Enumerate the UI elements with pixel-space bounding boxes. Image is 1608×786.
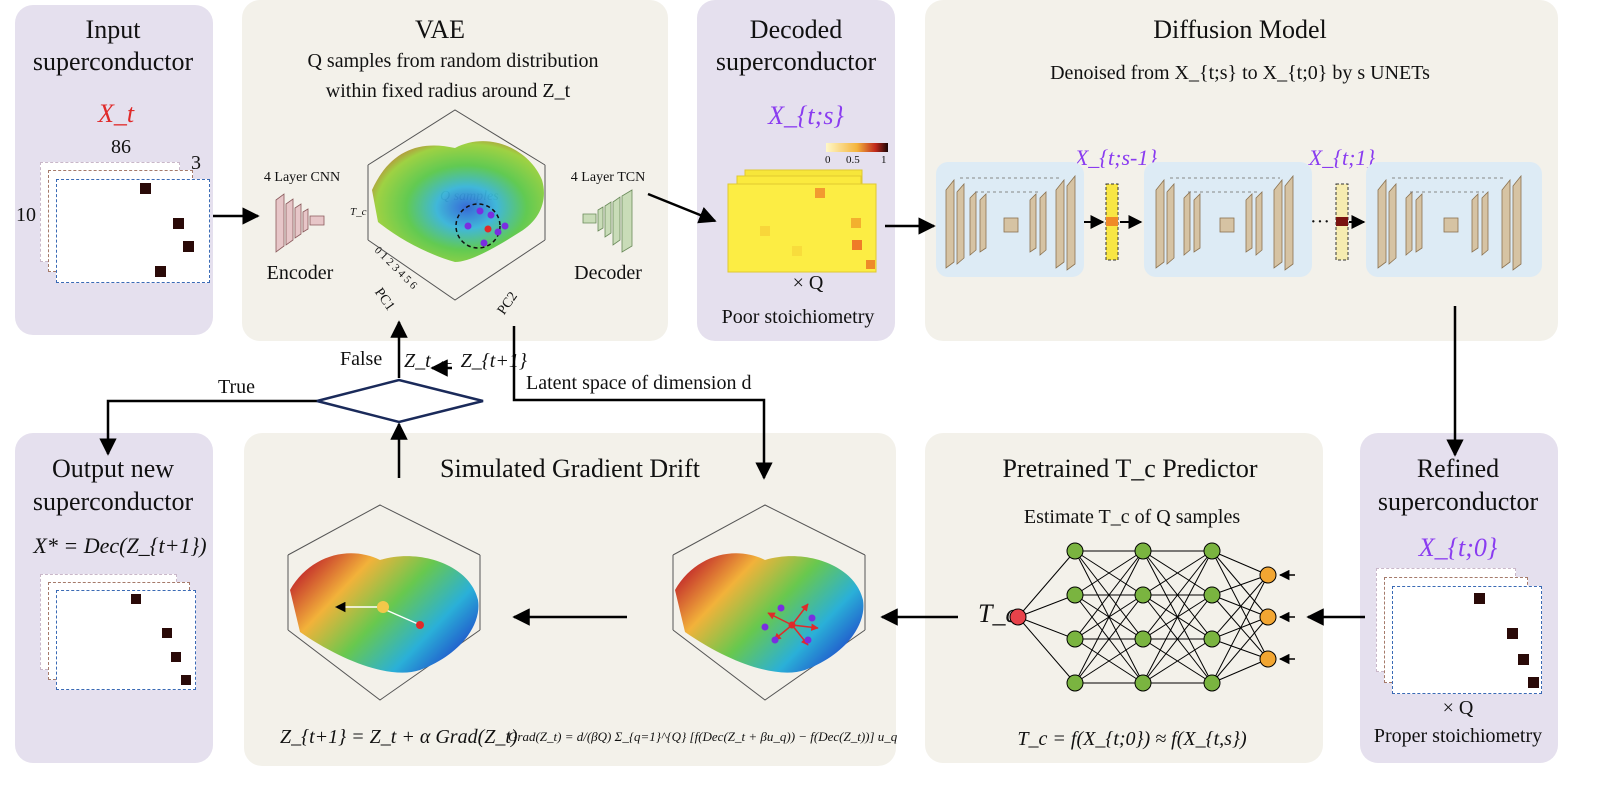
encoder-icon — [275, 193, 325, 253]
decoder-label: Decoder — [574, 262, 642, 284]
network-edge — [1017, 616, 1076, 640]
input-element — [173, 218, 184, 229]
diffusion-ellipsis: ··· — [1310, 211, 1330, 233]
network-edge — [1211, 594, 1269, 618]
predictor-subtitle: Estimate T_c of Q samples — [1023, 506, 1241, 528]
input-element — [183, 241, 194, 252]
false-label: False — [340, 348, 383, 370]
decoded-heatmap — [727, 143, 888, 273]
diffusion-step1-label: X_{t;s-1} — [1074, 145, 1158, 170]
input-element — [155, 266, 166, 277]
diffusion-step2-label: X_{t;1} — [1308, 145, 1376, 170]
output-title-1: Output new — [51, 454, 175, 483]
network-edge — [1074, 550, 1144, 684]
decoded-matrix-label: X_{t;s} — [768, 101, 844, 130]
output-element — [131, 594, 141, 604]
network-edge — [1142, 638, 1213, 684]
converged-diamond — [316, 378, 484, 424]
decoded-multiplier: × Q — [792, 272, 824, 294]
network-edge — [1142, 594, 1213, 684]
drift-grad-formula: Grad(Z_t) = d/(βQ) Σ_{q=1}^{Q} [f(Dec(Z_… — [508, 729, 898, 744]
network-edge — [1074, 638, 1144, 684]
decoded-caption: Poor stoichiometry — [721, 306, 875, 328]
predictor-title: Pretrained T_c Predictor — [1002, 454, 1258, 483]
network-edge — [1211, 574, 1269, 596]
predictor-formula: T_c = f(X_{t;0}) ≈ f(X_{t,s}) — [1017, 728, 1247, 750]
drift-landscape-right — [672, 504, 866, 701]
vae-subtitle-2: within fixed radius around Z_t — [325, 80, 571, 102]
output-matrix-front — [56, 590, 196, 690]
decoded-title-1: Decoded — [749, 15, 843, 44]
predictor-panel — [925, 433, 1323, 763]
encoder-top-label: 4 Layer CNN — [263, 170, 341, 185]
flow-arrows — [99, 192, 1464, 626]
diffusion-subtitle: Denoised from X_{t;s} to X_{t;0} by s UN… — [1050, 62, 1430, 84]
network-edge — [1142, 550, 1213, 640]
network-edge — [1017, 594, 1076, 618]
unet-blocks — [936, 162, 1542, 277]
network-edge — [1211, 574, 1269, 684]
input-dim-cols: 86 — [111, 136, 131, 158]
vae-landscape — [367, 109, 546, 301]
network-edge — [1211, 658, 1269, 684]
network-edge — [1017, 616, 1076, 684]
colorbar-tick-1: 1 — [881, 154, 887, 166]
network-edge — [1211, 638, 1269, 660]
network-edge — [1142, 550, 1213, 596]
latent-space-label: Latent space of dimension d — [526, 372, 752, 394]
diffusion-title: Diffusion Model — [1153, 15, 1327, 44]
network-edge — [1211, 594, 1269, 660]
colorbar-tick-mid: 0.5 — [846, 154, 860, 166]
network-edge — [1074, 550, 1144, 640]
drift-landscape-left — [287, 504, 481, 701]
refined-caption: Proper stoichiometry — [1373, 725, 1543, 747]
refined-multiplier: × Q — [1442, 697, 1474, 719]
input-dim-depth: 3 — [191, 152, 201, 174]
refined-title-2: superconductor — [1377, 487, 1539, 516]
colorbar-tick-0: 0 — [825, 154, 831, 166]
input-matrix-label: X_t — [97, 99, 135, 128]
decoder-icon — [582, 189, 633, 253]
network-edge — [1211, 550, 1269, 660]
output-element — [181, 675, 191, 685]
output-element — [171, 652, 181, 662]
vae-axis-tc: T_c — [350, 206, 367, 218]
network-edge — [1017, 550, 1076, 618]
refined-element — [1474, 593, 1485, 604]
vae-subtitle-1: Q samples from random distribution — [307, 50, 599, 72]
network-edge — [1074, 594, 1144, 684]
input-element — [140, 183, 151, 194]
network-edge — [1211, 550, 1269, 576]
input-dim-rows: 10 — [16, 204, 36, 226]
network-edge — [1074, 550, 1144, 596]
drift-title: Simulated Gradient Drift — [440, 454, 700, 483]
input-matrix-front — [56, 179, 210, 283]
encoder-label: Encoder — [266, 262, 334, 284]
network-edge — [1211, 616, 1269, 684]
refined-title-1: Refined — [1416, 454, 1500, 483]
decoder-top-label: 4 Layer TCN — [570, 170, 646, 185]
network-edge — [1211, 574, 1269, 640]
output-element — [162, 628, 172, 638]
refined-element — [1507, 628, 1518, 639]
input-title-1: Input — [85, 15, 141, 44]
network-edge — [1142, 550, 1213, 684]
refined-matrix-label: X_{t;0} — [1418, 533, 1498, 562]
network-edge — [1211, 550, 1269, 618]
refined-matrix-front — [1392, 586, 1542, 694]
output-title-2: superconductor — [32, 487, 194, 516]
input-title-2: superconductor — [32, 47, 194, 76]
output-formula: X* = Dec(Z_{t+1}) — [33, 533, 207, 558]
true-label: True — [218, 376, 256, 398]
refined-element — [1528, 677, 1539, 688]
drift-update-formula: Z_{t+1} = Z_t + α Grad(Z_t) — [280, 726, 518, 748]
decoded-title-2: superconductor — [715, 47, 877, 76]
vae-title: VAE — [414, 15, 466, 44]
refined-element — [1518, 654, 1529, 665]
predictor-network — [1009, 542, 1295, 692]
